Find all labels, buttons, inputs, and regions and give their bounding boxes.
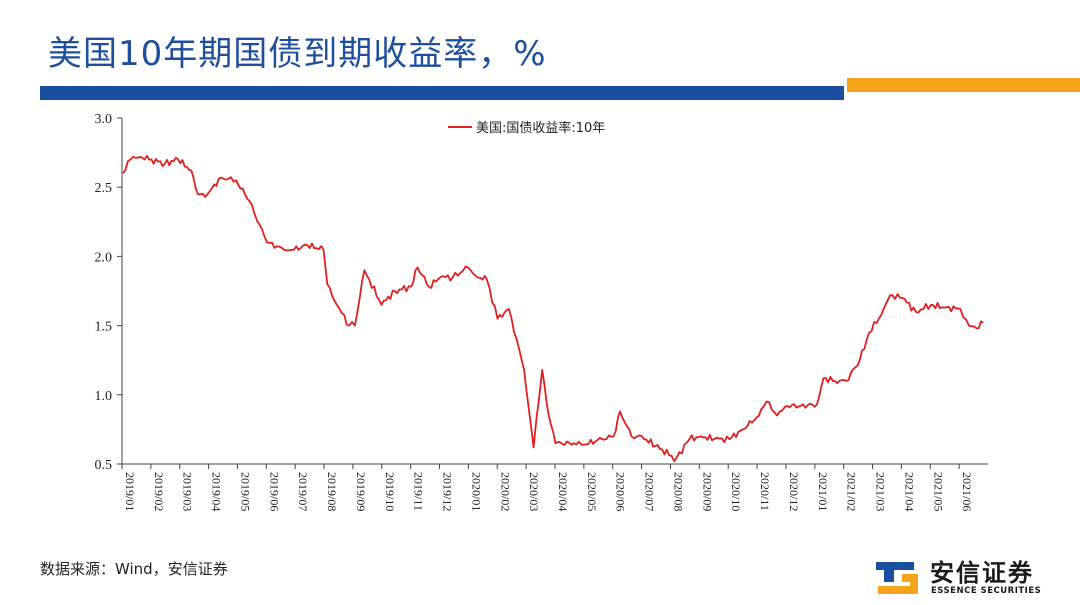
x-tick-label: 2021/02 bbox=[845, 472, 859, 511]
x-tick-label: 2020/07 bbox=[643, 472, 657, 511]
x-tick-label: 2019/01 bbox=[123, 472, 137, 511]
x-tick-label: 2020/03 bbox=[527, 472, 541, 511]
x-tick-label: 2019/07 bbox=[296, 472, 310, 511]
x-tick-label: 2019/02 bbox=[152, 472, 166, 511]
y-tick-label: 2.5 bbox=[95, 181, 113, 196]
y-tick-label: 0.5 bbox=[95, 458, 113, 473]
x-tick-label: 2020/01 bbox=[469, 472, 483, 511]
logo-name-en: ESSENCE SECURITIES bbox=[931, 586, 1042, 596]
x-tick-label: 2020/02 bbox=[498, 472, 512, 511]
x-tick-label: 2020/09 bbox=[700, 472, 714, 511]
title-underline-orange bbox=[847, 78, 1080, 92]
x-tick-label: 2019/11 bbox=[412, 472, 426, 511]
y-tick-label: 1.5 bbox=[95, 320, 113, 335]
x-tick-label: 2020/11 bbox=[758, 472, 772, 511]
x-tick-label: 2019/05 bbox=[238, 472, 252, 511]
x-tick-label: 2020/04 bbox=[556, 472, 570, 511]
essence-logo-icon bbox=[876, 562, 918, 594]
x-tick-label: 2019/10 bbox=[383, 472, 397, 511]
y-tick-label: 3.0 bbox=[95, 112, 113, 127]
y-tick-label: 1.0 bbox=[95, 389, 113, 404]
data-source-note: 数据来源：Wind，安信证券 bbox=[40, 560, 228, 578]
x-tick-label: 2019/12 bbox=[441, 472, 455, 511]
x-tick-label: 2019/06 bbox=[267, 472, 281, 511]
x-tick-label: 2021/06 bbox=[960, 472, 974, 511]
x-tick-label: 2021/01 bbox=[816, 472, 830, 511]
x-tick-label: 2020/12 bbox=[787, 472, 801, 511]
x-tick-label: 2019/09 bbox=[354, 472, 368, 511]
series-line bbox=[122, 154, 984, 463]
y-tick-label: 2.0 bbox=[95, 250, 113, 265]
legend-label: 美国:国债收益率:10年 bbox=[476, 120, 605, 136]
slide-title: 美国10年期国债到期收益率，% bbox=[48, 34, 547, 74]
title-underline-blue bbox=[40, 86, 844, 100]
x-tick-label: 2020/08 bbox=[671, 472, 685, 511]
x-tick-label: 2019/08 bbox=[325, 472, 339, 511]
x-tick-label: 2020/06 bbox=[614, 472, 628, 511]
x-tick-label: 2020/10 bbox=[729, 472, 743, 511]
x-tick-label: 2021/03 bbox=[874, 472, 888, 511]
x-tick-label: 2021/04 bbox=[902, 472, 916, 511]
x-tick-label: 2020/05 bbox=[585, 472, 599, 511]
x-tick-label: 2019/04 bbox=[210, 472, 224, 511]
x-tick-label: 2019/03 bbox=[181, 472, 195, 511]
logo-name-cn: 安信证券 bbox=[930, 559, 1034, 587]
x-tick-label: 2021/05 bbox=[931, 472, 945, 511]
